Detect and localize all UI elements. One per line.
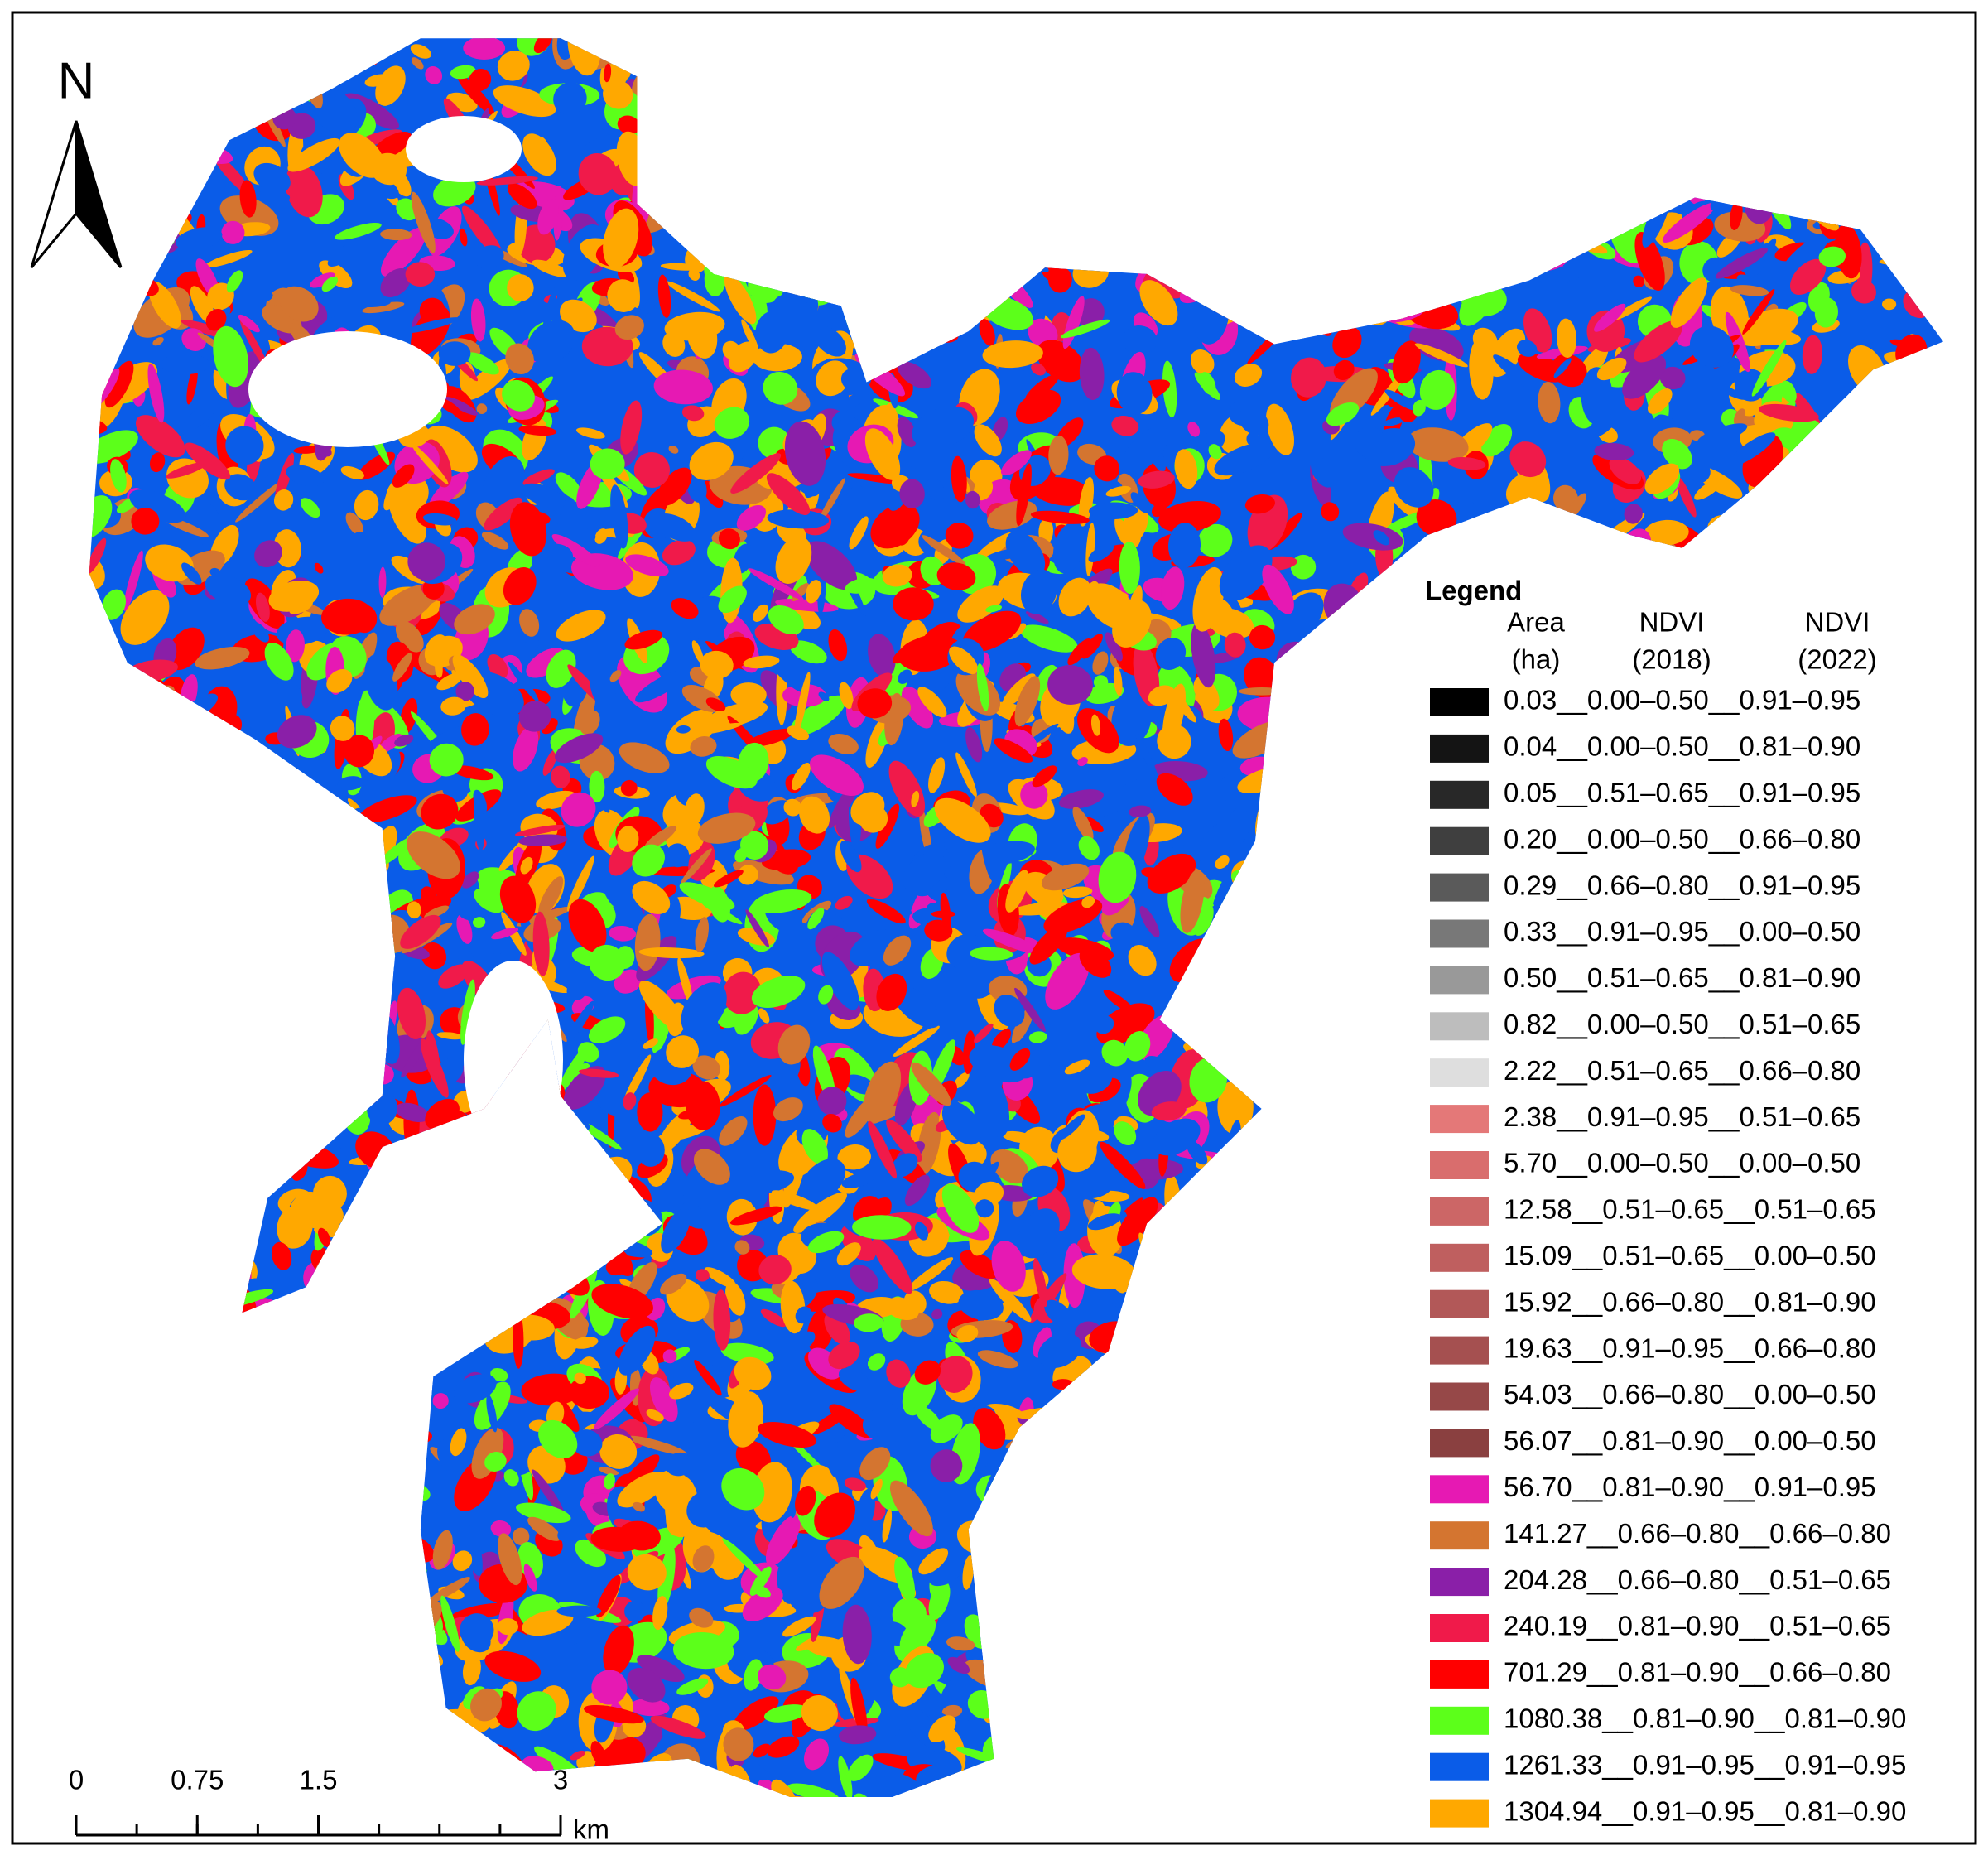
land-patch — [136, 415, 185, 458]
land-patch — [691, 640, 704, 664]
land-patch — [456, 914, 473, 944]
land-patch — [275, 452, 295, 504]
land-patch — [195, 421, 226, 470]
land-patch — [931, 1308, 943, 1320]
land-patch — [149, 452, 166, 473]
land-patch — [865, 716, 890, 769]
land-patch — [421, 942, 447, 970]
land-patch — [1096, 778, 1148, 817]
land-patch — [1064, 1059, 1090, 1075]
land-patch — [614, 969, 643, 994]
land-patch — [873, 398, 919, 419]
land-patch — [327, 771, 341, 787]
land-patch — [463, 38, 506, 60]
land-patch — [953, 1072, 970, 1089]
land-patch — [746, 728, 795, 747]
land-patch — [934, 671, 951, 691]
land-patch — [793, 1192, 848, 1233]
land-patch — [319, 260, 353, 288]
land-patch — [1174, 449, 1198, 489]
land-patch — [362, 301, 405, 314]
land-patch — [753, 1084, 777, 1146]
land-patch — [858, 1515, 907, 1546]
land-patch — [1409, 325, 1464, 362]
land-patch — [490, 937, 504, 956]
land-patch — [690, 736, 717, 757]
land-patch — [789, 695, 846, 737]
land-patch — [161, 354, 210, 374]
land-patch — [461, 205, 503, 259]
land-patch — [444, 933, 475, 966]
land-patch — [1266, 403, 1294, 455]
land-patch — [556, 1605, 602, 1617]
land-patch — [1234, 364, 1263, 387]
land-patch — [1026, 610, 1049, 624]
land-patch — [556, 1727, 576, 1758]
land-patch — [557, 140, 590, 161]
land-patch — [1020, 624, 1078, 653]
land-patch — [570, 1750, 585, 1761]
land-patch — [665, 709, 718, 754]
land-patch — [1882, 298, 1897, 311]
land-patch — [837, 1144, 871, 1170]
land-patch — [1215, 855, 1230, 870]
land-patch — [186, 365, 198, 405]
land-patch — [917, 1111, 941, 1175]
land-patch — [704, 1267, 737, 1289]
land-patch — [676, 1678, 709, 1695]
land-patch — [490, 1367, 508, 1381]
land-patch — [235, 480, 283, 523]
